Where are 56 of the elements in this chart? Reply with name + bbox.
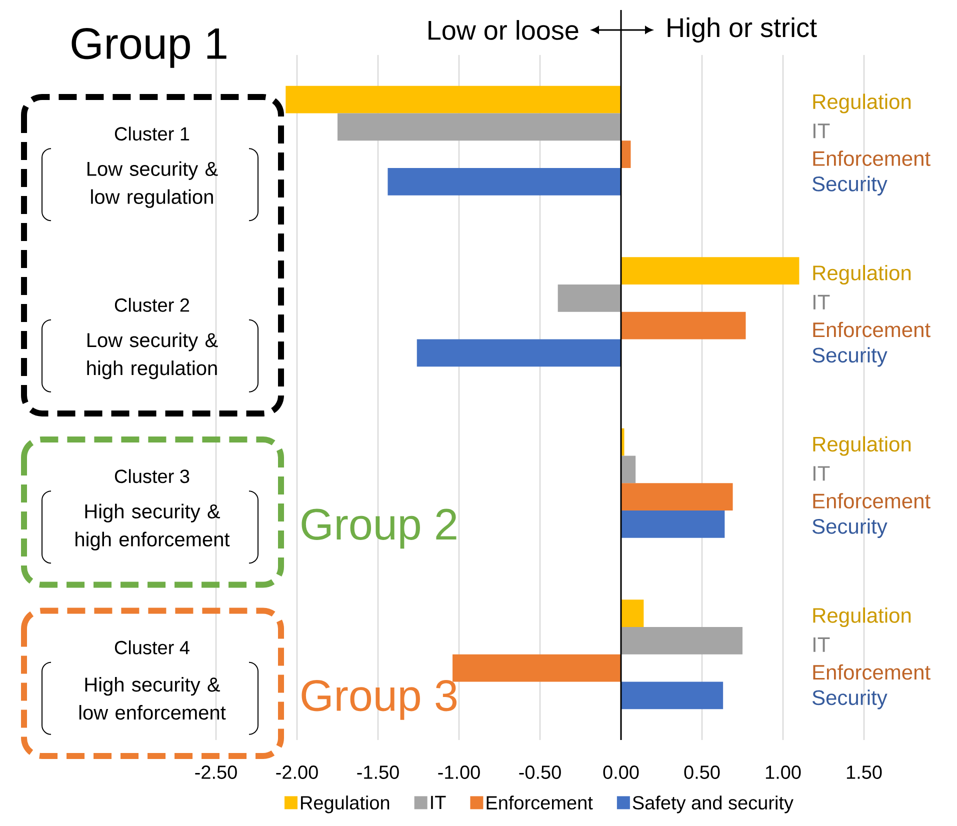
annotation: Enforcement [813,322,930,338]
bar [621,626,743,654]
annotation: Low security & low regulation [88,161,218,208]
annotation: IT [813,637,830,652]
annotation: Security [812,518,888,538]
annotation: IT [813,466,830,481]
y-tick-label: Cluster 1 [114,126,190,141]
x-tick-label: -1.00 [438,766,480,779]
annotation: Enforcement [813,664,930,680]
annotation: Group 3 [302,680,457,720]
annotation: Enforcement [813,150,930,166]
bar [416,339,622,367]
annotation: Regulation [813,94,911,114]
bar [621,312,746,340]
y-tick-label: Cluster 2 [114,298,190,312]
x-tick-label: 1.00 [766,766,801,779]
annotation: Group 2 [302,508,456,549]
x-tick-label: -1.50 [357,766,399,779]
x-tick-label: 0.50 [684,766,720,779]
legend-label: Regulation [301,796,390,814]
annotation: Low security & high regulation [87,332,218,380]
x-tick-label: -2.50 [195,766,237,779]
bar [621,600,644,627]
annotation: Security [812,176,888,196]
legend-label: Safety and security [632,796,794,814]
bar [338,113,622,141]
bar [558,284,622,312]
text: High or strict [668,17,817,43]
annotation: Enforcement [813,493,930,509]
y-tick-label: Cluster 3 [114,469,190,484]
legend-label: IT [431,796,446,809]
bar [621,483,733,511]
annotation: Group 1 [72,28,226,68]
annotation: Regulation [813,264,911,285]
bar [621,456,636,484]
bar [286,86,622,114]
bar [388,168,622,196]
bar [621,682,724,710]
bar [452,654,622,682]
y-tick-label: Cluster 4 [114,640,190,654]
annotation: Regulation [813,436,911,456]
x-tick-label: -2.00 [276,766,318,779]
annotation: High security & high enforcement [76,504,230,550]
annotation: High security & low enforcement [79,677,226,720]
annotation: Security [812,347,888,367]
annotation: Security [812,690,888,710]
legend-label: Enforcement [486,796,593,810]
x-tick-label: 0.00 [603,766,639,779]
x-tick-label: -0.50 [519,766,561,779]
bar [621,510,725,538]
x-tick-label: 1.50 [846,766,882,779]
annotation: IT [813,294,830,310]
annotation: IT [813,124,830,138]
text: Low or loose [428,20,578,40]
annotation: Regulation [813,607,911,628]
bar [621,257,800,284]
